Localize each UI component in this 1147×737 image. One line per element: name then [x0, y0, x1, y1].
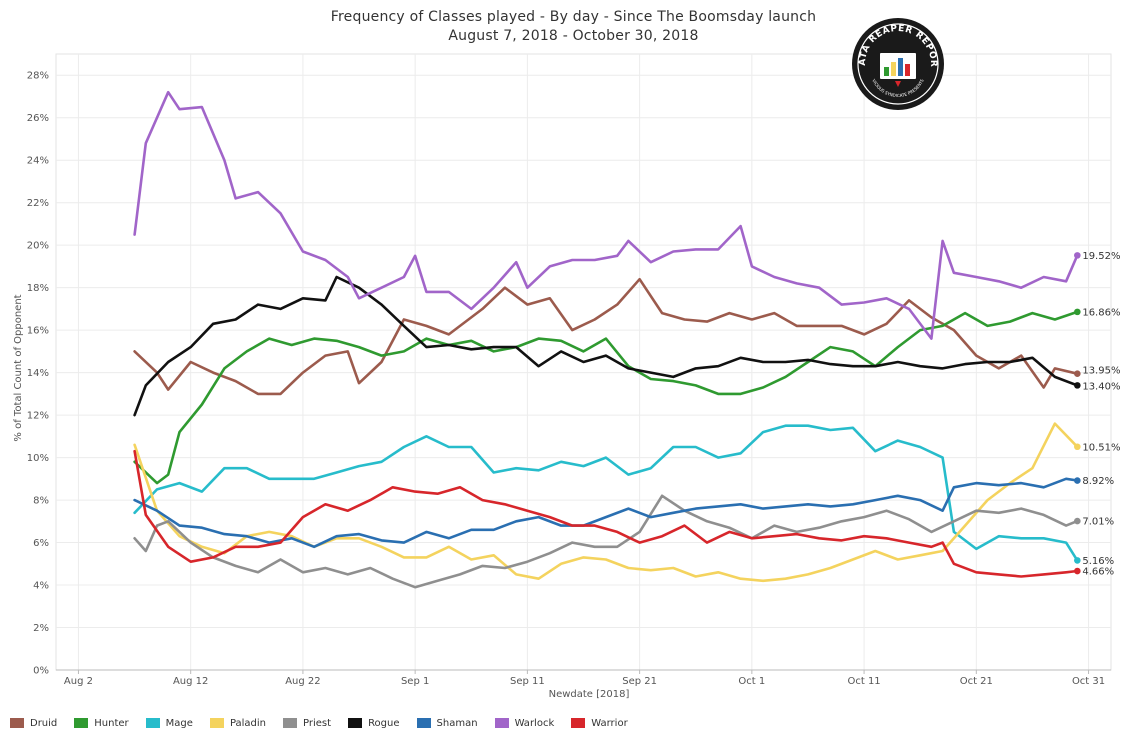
legend-label-mage: Mage [165, 717, 193, 729]
y-tick-label: 28% [27, 71, 49, 82]
legend-swatch-rogue [348, 718, 363, 728]
x-axis-title: Newdate [2018] [549, 689, 630, 700]
y-tick-label: 24% [27, 156, 49, 167]
chart-title-block: Frequency of Classes played - By day - S… [0, 8, 1147, 46]
end-point-rogue [1074, 382, 1081, 389]
y-tick-label: 8% [33, 496, 49, 507]
end-label-druid: 13.95% [1082, 366, 1120, 377]
legend-label-druid: Druid [30, 717, 58, 729]
series-line-mage [133, 424, 1079, 562]
legend-swatch-shaman [416, 718, 431, 728]
legend-label-shaman: Shaman [436, 717, 478, 729]
series-line-warrior [133, 449, 1079, 578]
y-tick-label: 4% [33, 581, 49, 592]
x-tick-label: Oct 1 [738, 676, 765, 687]
legend-item-priest: Priest [283, 718, 331, 729]
series-line-paladin [133, 422, 1079, 583]
end-label-warlock: 19.52% [1082, 251, 1120, 262]
y-tick-label: 26% [27, 113, 49, 124]
y-axis-title: % of Total Count of Opponent [13, 294, 24, 441]
legend-swatch-warrior [571, 718, 586, 728]
x-tick-label: Aug 2 [64, 676, 93, 687]
axes: 0% 2% 4% 6% 8% 10% 12% 14% 16% 18% 20% 22% 24% 26% 28%… [27, 71, 1111, 687]
end-label-paladin: 10.51% [1082, 442, 1120, 453]
x-tick-label: Aug 22 [285, 676, 320, 687]
chart-title: Frequency of Classes played - By day - S… [330, 9, 817, 25]
legend-label-paladin: Paladin [229, 717, 267, 729]
end-label-shaman: 8.92% [1082, 476, 1114, 487]
line-chart: 0% 2% 4% 6% 8% 10% 12% 14% 16% 18% 20% 22% 24% 26% 28%… [13, 53, 1120, 700]
legend-item-hunter: Hunter [74, 717, 129, 729]
end-point-mage [1074, 557, 1081, 564]
end-label-hunter: 16.86% [1082, 307, 1120, 318]
series-lines [133, 90, 1079, 589]
x-tick-label: Oct 11 [847, 676, 880, 687]
y-tick-label: 10% [27, 453, 49, 464]
series-line-warlock [133, 90, 1079, 340]
legend-swatch-paladin [209, 718, 224, 728]
legend-label-warlock: Warlock [514, 717, 555, 729]
end-point-warrior [1074, 567, 1081, 575]
legend-swatch-priest [283, 718, 298, 728]
series-line-shaman [133, 477, 1079, 549]
legend-item-rogue: Rogue [348, 717, 400, 729]
x-tick-label: Sep 21 [622, 676, 657, 687]
legend-swatch-warlock [494, 718, 509, 728]
legend-item-druid: Druid [10, 718, 57, 729]
y-tick-label: 14% [27, 368, 49, 379]
legend-label-rogue: Rogue [368, 717, 400, 729]
legend-swatch-druid [10, 718, 24, 728]
end-point-warlock [1074, 252, 1081, 259]
y-tick-label: 20% [27, 241, 49, 252]
legend-item-paladin: Paladin [209, 717, 267, 729]
end-label-warrior: 4.66% [1082, 567, 1114, 578]
x-tick-label: Sep 11 [510, 676, 545, 687]
end-point-paladin [1074, 443, 1081, 451]
x-tick-label: Aug 12 [173, 676, 208, 687]
y-tick-label: 22% [27, 198, 49, 209]
legend-label-priest: Priest [303, 717, 332, 729]
end-point-priest [1074, 517, 1081, 525]
legend-label-hunter: Hunter [94, 717, 129, 729]
end-label-rogue: 13.40% [1082, 381, 1120, 392]
legend-item-warlock: Warlock [494, 717, 555, 729]
legend-label-warrior: Warrior [591, 717, 628, 729]
x-tick-label: Oct 21 [960, 676, 993, 687]
end-point-shaman [1074, 477, 1081, 484]
series-line-druid [133, 277, 1079, 396]
end-label-priest: 7.01% [1082, 517, 1114, 528]
legend-swatch-mage [145, 718, 160, 728]
end-label-mage: 5.16% [1082, 556, 1114, 567]
x-tick-label: Oct 31 [1072, 676, 1105, 687]
x-tick-label: Sep 1 [401, 676, 429, 687]
data-reaper-report-logo: DATA REAPER REPORT VICIOUS SYNDICATE PRE… [851, 17, 944, 110]
y-tick-label: 6% [33, 538, 49, 549]
legend: Druid Hunter Mage Paladin Priest Rogue Shaman W… [10, 714, 645, 732]
y-tick-label: 2% [33, 623, 49, 634]
y-tick-label: 12% [27, 411, 49, 422]
legend-item-shaman: Shaman [416, 717, 478, 729]
y-tick-label: 16% [27, 326, 49, 337]
legend-item-warrior: Warrior [571, 717, 628, 729]
y-tick-label: 0% [33, 666, 49, 677]
chart-subtitle: August 7, 2018 - October 30, 2018 [448, 28, 699, 44]
end-point-hunter [1074, 308, 1081, 316]
end-labels: 13.95% 16.86% 5.16% 10.51% 7.01% 13.40% 8.92% 1… [1074, 251, 1120, 578]
series-line-priest [133, 494, 1079, 589]
series-line-rogue [133, 275, 1079, 417]
series-line-hunter [133, 310, 1079, 485]
legend-swatch-hunter [74, 718, 89, 728]
legend-item-mage: Mage [145, 717, 193, 729]
end-point-druid [1074, 370, 1081, 377]
y-tick-label: 18% [27, 283, 49, 294]
